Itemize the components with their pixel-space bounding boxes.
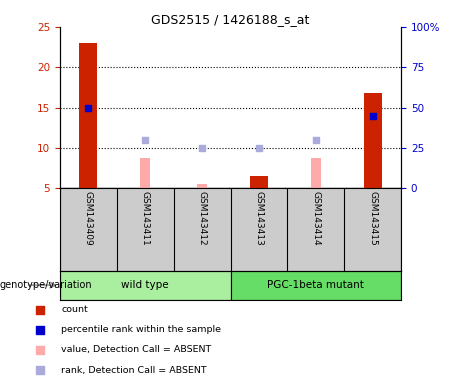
Point: [198, 145, 206, 151]
Text: GSM143415: GSM143415: [368, 190, 377, 245]
Point: [312, 137, 319, 143]
Text: genotype/variation: genotype/variation: [0, 280, 93, 290]
Point: [255, 145, 263, 151]
Text: count: count: [61, 305, 88, 314]
Text: percentile rank within the sample: percentile rank within the sample: [61, 325, 221, 334]
Bar: [60, 271, 230, 300]
Bar: [230, 271, 401, 300]
Point: [85, 104, 92, 111]
Text: PGC-1beta mutant: PGC-1beta mutant: [267, 280, 364, 290]
Point: [36, 347, 43, 353]
Point: [142, 137, 149, 143]
Text: GSM143411: GSM143411: [141, 190, 150, 245]
Bar: [311, 157, 321, 188]
Bar: [364, 93, 382, 188]
Title: GDS2515 / 1426188_s_at: GDS2515 / 1426188_s_at: [151, 13, 310, 26]
Point: [36, 327, 43, 333]
Text: rank, Detection Call = ABSENT: rank, Detection Call = ABSENT: [61, 366, 207, 374]
Bar: [197, 184, 207, 188]
Text: GSM143414: GSM143414: [311, 190, 320, 245]
Bar: [140, 157, 150, 188]
Bar: [79, 43, 97, 188]
Point: [36, 306, 43, 313]
Bar: [250, 176, 268, 188]
Text: GSM143413: GSM143413: [254, 190, 263, 245]
Text: GSM143412: GSM143412: [198, 190, 207, 245]
Point: [36, 367, 43, 373]
Point: [369, 113, 376, 119]
Text: wild type: wild type: [121, 280, 169, 290]
Text: GSM143409: GSM143409: [84, 190, 93, 245]
Text: value, Detection Call = ABSENT: value, Detection Call = ABSENT: [61, 346, 212, 354]
